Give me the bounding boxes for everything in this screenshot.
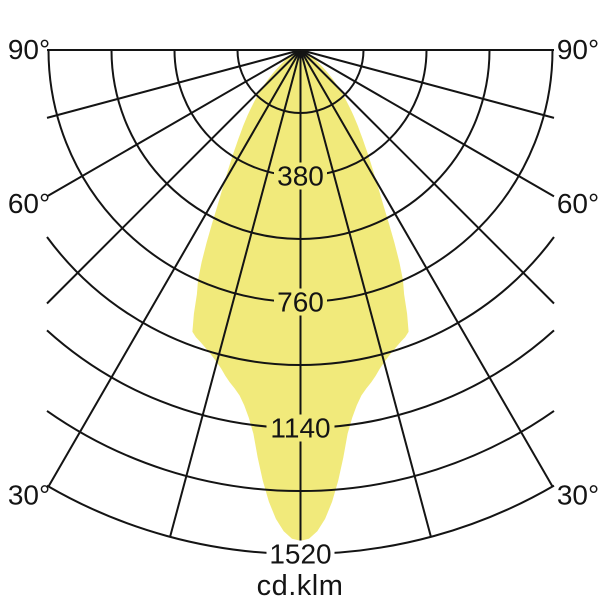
angle-label-left-30: 30° — [8, 480, 50, 511]
angle-label-right-30: 30° — [557, 480, 599, 511]
ring-value-label: 1520 — [269, 539, 331, 570]
angle-labels: 90° 90° 60° 60° 30° 30° — [8, 34, 599, 511]
ring-value-label: 1140 — [270, 413, 330, 444]
angle-label-left-90: 90° — [8, 34, 50, 65]
unit-label: cd.klm — [256, 570, 344, 600]
grid-radial-75 — [46, 49, 301, 119]
grid-radial-15 — [169, 49, 302, 538]
ring-label-halo — [274, 288, 327, 316]
grid-radial-30 — [299, 49, 554, 487]
ring-value-label: 380 — [277, 161, 324, 192]
angle-label-left-60: 60° — [8, 188, 50, 219]
ring-label-halo — [274, 162, 327, 190]
grid-radial-60 — [46, 49, 302, 198]
grid-radial-60 — [299, 49, 555, 198]
angle-label-right-60: 60° — [557, 188, 599, 219]
ring-label-halos — [266, 162, 335, 568]
grid-radial-45 — [299, 49, 555, 305]
grid-radial-15 — [299, 49, 432, 538]
angle-grid — [46, 49, 555, 554]
ring-label-halo — [266, 414, 335, 442]
ring-value-label: 760 — [277, 287, 324, 318]
grid-radial-75 — [300, 49, 555, 119]
grid-radial-45 — [46, 49, 302, 305]
ring-label-halo — [266, 540, 335, 568]
grid-radial-30 — [47, 49, 302, 487]
angle-label-right-90: 90° — [557, 34, 599, 65]
ring-labels: 380 760 1140 1520 — [269, 161, 331, 570]
